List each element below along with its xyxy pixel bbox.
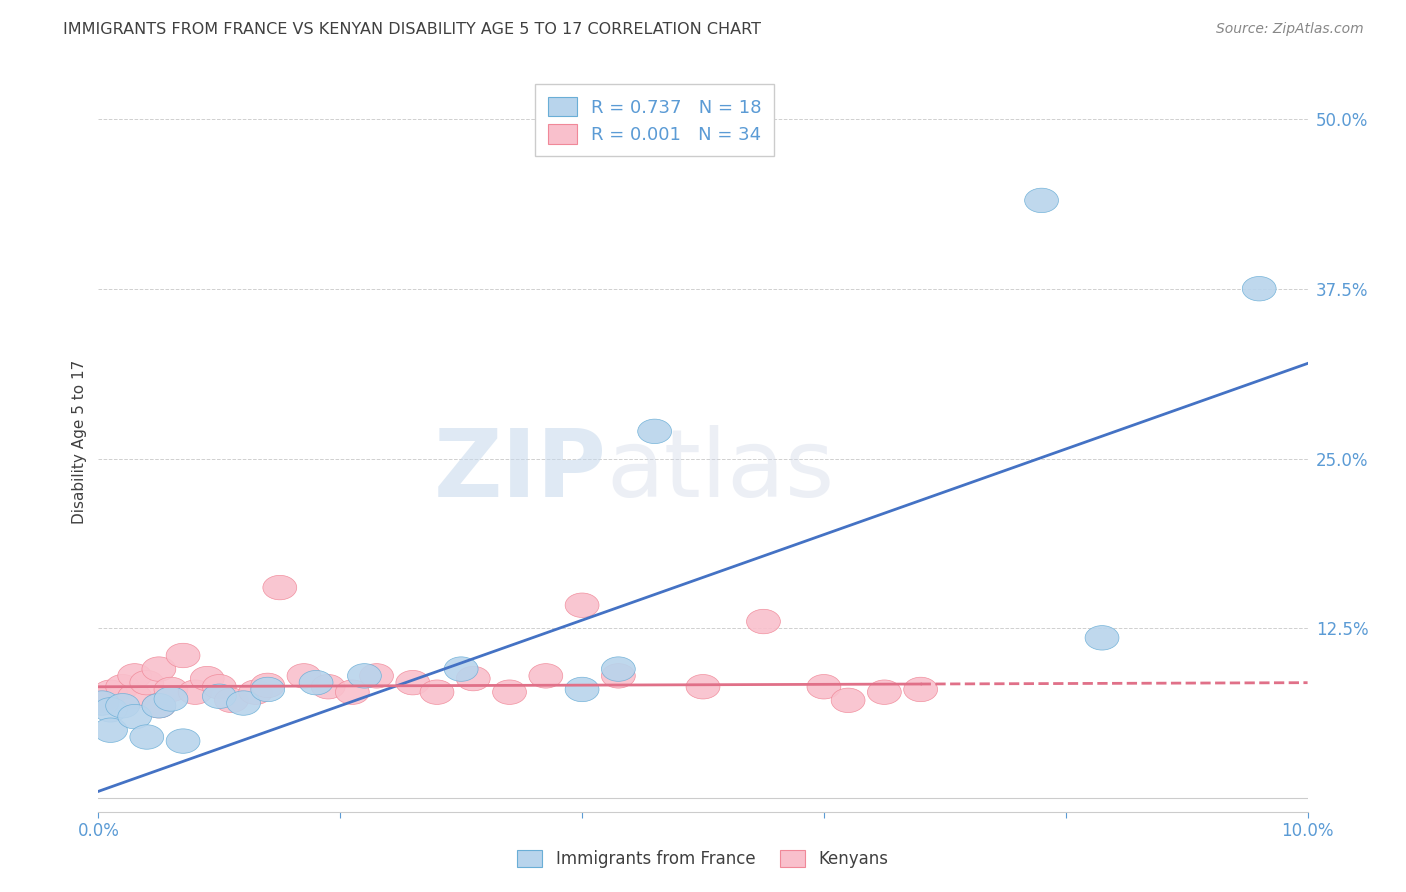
Ellipse shape	[444, 657, 478, 681]
Ellipse shape	[179, 680, 212, 705]
Ellipse shape	[263, 575, 297, 599]
Ellipse shape	[142, 694, 176, 718]
Ellipse shape	[602, 657, 636, 681]
Ellipse shape	[166, 729, 200, 754]
Ellipse shape	[396, 671, 430, 695]
Ellipse shape	[602, 664, 636, 688]
Ellipse shape	[347, 664, 381, 688]
Ellipse shape	[1025, 188, 1059, 212]
Ellipse shape	[299, 671, 333, 695]
Legend: Immigrants from France, Kenyans: Immigrants from France, Kenyans	[510, 843, 896, 875]
Ellipse shape	[166, 643, 200, 668]
Ellipse shape	[565, 593, 599, 617]
Ellipse shape	[94, 718, 128, 742]
Ellipse shape	[311, 674, 344, 699]
Ellipse shape	[868, 680, 901, 705]
Text: IMMIGRANTS FROM FRANCE VS KENYAN DISABILITY AGE 5 TO 17 CORRELATION CHART: IMMIGRANTS FROM FRANCE VS KENYAN DISABIL…	[63, 22, 761, 37]
Ellipse shape	[155, 687, 188, 711]
Ellipse shape	[142, 694, 176, 718]
Ellipse shape	[129, 671, 163, 695]
Text: ZIP: ZIP	[433, 425, 606, 517]
Ellipse shape	[250, 673, 284, 698]
Ellipse shape	[250, 677, 284, 702]
Ellipse shape	[129, 725, 163, 749]
Ellipse shape	[118, 684, 152, 708]
Legend: R = 0.737   N = 18, R = 0.001   N = 34: R = 0.737 N = 18, R = 0.001 N = 34	[536, 84, 775, 156]
Ellipse shape	[747, 609, 780, 633]
Ellipse shape	[142, 657, 176, 681]
Ellipse shape	[457, 666, 491, 690]
Ellipse shape	[118, 664, 152, 688]
Ellipse shape	[94, 698, 128, 722]
Ellipse shape	[155, 677, 188, 702]
Ellipse shape	[831, 688, 865, 713]
Ellipse shape	[1243, 277, 1277, 301]
Ellipse shape	[807, 674, 841, 699]
Ellipse shape	[239, 680, 273, 705]
Ellipse shape	[105, 674, 139, 699]
Ellipse shape	[1085, 625, 1119, 650]
Ellipse shape	[420, 680, 454, 705]
Ellipse shape	[336, 680, 370, 705]
Ellipse shape	[94, 680, 128, 705]
Text: atlas: atlas	[606, 425, 835, 517]
Ellipse shape	[638, 419, 672, 443]
Ellipse shape	[686, 674, 720, 699]
Ellipse shape	[226, 690, 260, 715]
Ellipse shape	[202, 684, 236, 708]
Ellipse shape	[86, 688, 120, 713]
Ellipse shape	[118, 705, 152, 729]
Ellipse shape	[105, 694, 139, 718]
Ellipse shape	[287, 664, 321, 688]
Ellipse shape	[190, 666, 224, 690]
Ellipse shape	[492, 680, 526, 705]
Ellipse shape	[904, 677, 938, 702]
Ellipse shape	[202, 674, 236, 699]
Ellipse shape	[86, 690, 120, 715]
Ellipse shape	[565, 677, 599, 702]
Ellipse shape	[360, 664, 394, 688]
Text: Source: ZipAtlas.com: Source: ZipAtlas.com	[1216, 22, 1364, 37]
Y-axis label: Disability Age 5 to 17: Disability Age 5 to 17	[72, 359, 87, 524]
Ellipse shape	[529, 664, 562, 688]
Ellipse shape	[215, 688, 249, 713]
